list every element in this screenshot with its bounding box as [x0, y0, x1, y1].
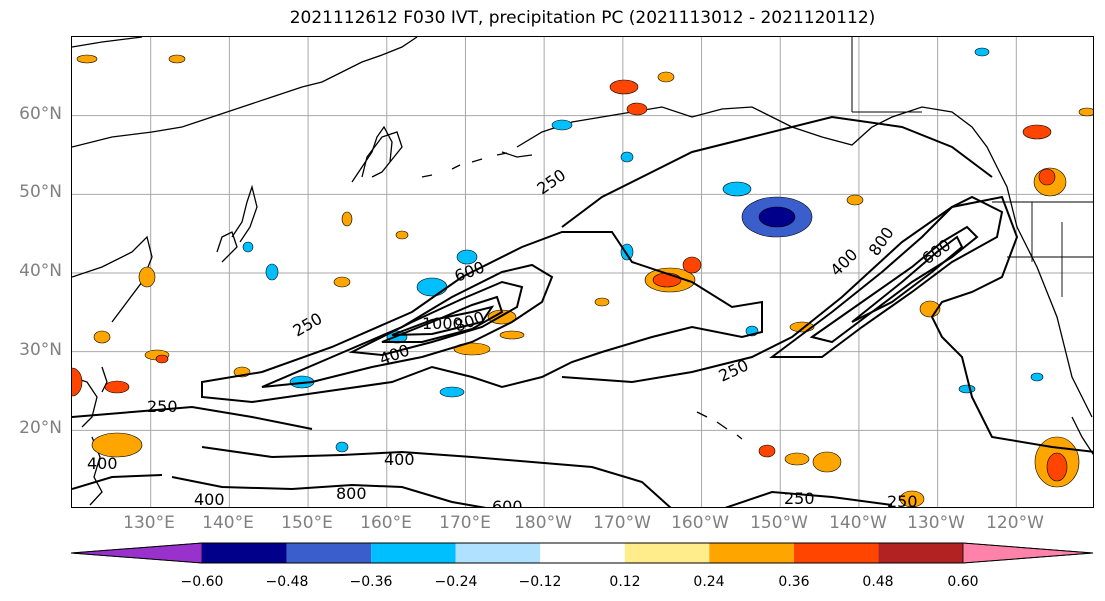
colorbar-tick-label: 0.36	[778, 574, 810, 590]
colorbar-cell	[540, 543, 625, 563]
map-canvas: 250 250 250 250 250 250 400 400 400 400 …	[72, 37, 1093, 508]
colorbar	[71, 542, 1094, 564]
contour-label: 600	[492, 497, 523, 508]
lon-label: 150°E	[281, 513, 333, 533]
lon-label: 160°W	[671, 513, 729, 533]
coastlines	[72, 37, 1093, 506]
colorbar-tick-label: −0.48	[265, 574, 309, 590]
colorbar-cell	[878, 543, 963, 563]
precip-shading	[72, 47, 1093, 507]
ivt-contours	[72, 115, 1093, 507]
colorbar-tick-label: 0.48	[862, 574, 894, 590]
colorbar-extend-high	[962, 542, 1094, 564]
map-title: 2021112612 F030 IVT, precipitation PC (2…	[289, 8, 876, 28]
colorbar-tick-label: −0.60	[180, 574, 224, 590]
colorbar-cell	[624, 543, 710, 563]
contour-label: 250	[716, 355, 752, 385]
colorbar-tick-label: −0.36	[349, 574, 393, 590]
contour-label: 250	[290, 309, 326, 341]
lon-label: 160°E	[360, 513, 412, 533]
contour-label: 400	[87, 454, 118, 473]
lon-label: 170°W	[593, 513, 651, 533]
contour-label: 400	[194, 490, 225, 508]
colorbar-cell	[455, 543, 541, 563]
contour-label: 800	[336, 484, 367, 503]
colorbar-tick-label: 0.24	[693, 574, 725, 590]
contour-label: 250	[533, 165, 569, 198]
colorbar-cell	[202, 543, 287, 563]
lon-label: 170°E	[439, 513, 491, 533]
colorbar-cell	[793, 543, 879, 563]
contour-label: 800	[865, 223, 898, 259]
lon-label: 150°W	[750, 513, 808, 533]
colorbar-tick-label: −0.12	[518, 574, 562, 590]
colorbar-cells	[71, 542, 1094, 564]
lon-label: 140°W	[829, 513, 887, 533]
lat-label: 20°N	[19, 418, 62, 438]
colorbar-cell	[371, 543, 456, 563]
gridlines	[72, 37, 1093, 507]
contour-label: 1000	[422, 314, 463, 333]
contour-label: 250	[147, 397, 178, 416]
lat-label: 30°N	[19, 340, 62, 360]
lat-label: 50°N	[19, 182, 62, 202]
lon-label: 120°W	[986, 513, 1044, 533]
contour-label: 400	[826, 245, 861, 280]
lat-label: 40°N	[19, 261, 62, 281]
colorbar-tick-label: 0.12	[609, 574, 641, 590]
lon-label: 180°W	[514, 513, 572, 533]
map-panel: 250 250 250 250 250 250 400 400 400 400 …	[71, 36, 1094, 508]
colorbar-tick-label: −0.24	[434, 574, 478, 590]
colorbar-extend-low	[71, 542, 203, 564]
lon-label: 130°W	[907, 513, 965, 533]
contour-label: 400	[377, 340, 412, 368]
colorbar-cell	[709, 543, 794, 563]
contour-label: 250	[887, 492, 918, 508]
contour-label: 400	[384, 450, 415, 469]
colorbar-outline	[71, 542, 1094, 564]
lat-label: 60°N	[19, 104, 62, 124]
colorbar-cell	[286, 543, 372, 563]
contour-label: 250	[784, 489, 815, 508]
colorbar-tick-label: 0.60	[947, 574, 979, 590]
lon-label: 130°E	[123, 513, 175, 533]
lon-label: 140°E	[202, 513, 254, 533]
